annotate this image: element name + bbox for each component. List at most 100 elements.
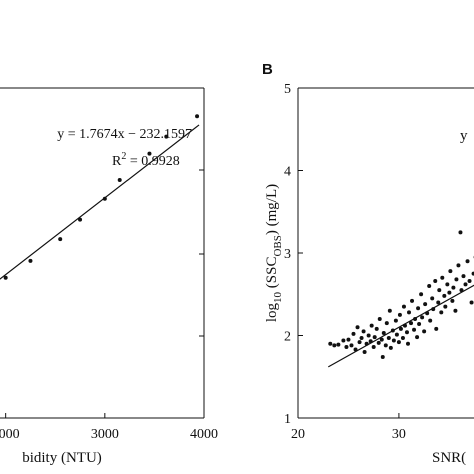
- panel-b-data-point: [417, 321, 422, 326]
- panel-a-x-tick-label: 4000: [190, 427, 218, 442]
- panel-a-data-point: [147, 151, 152, 156]
- panel-b-data-point: [332, 343, 337, 348]
- panel-b-data-point: [409, 321, 414, 326]
- panel-b-data-point: [336, 342, 341, 347]
- panel-b-data-point: [400, 335, 405, 340]
- panel-b-data-point: [328, 341, 333, 346]
- panel-b-y-ticks: 1 2 3 4 5: [284, 82, 303, 427]
- panel-b-data-point: [364, 341, 369, 346]
- panel-b-data-point: [374, 326, 379, 331]
- panel-b-data-point: [456, 263, 461, 268]
- panel-b-data-point: [471, 271, 474, 276]
- panel-b-data-point: [359, 335, 364, 340]
- panel-b-data-point: [445, 282, 450, 287]
- panel-b-data-point: [381, 331, 386, 336]
- panel-a-data-point: [117, 178, 122, 183]
- panel-b-y-tick-label: 5: [284, 82, 291, 97]
- panel-b-data-point: [420, 315, 425, 320]
- panel-b-data-point: [355, 325, 360, 330]
- panel-b-data-point: [371, 345, 376, 350]
- panel-b-fit-line: [327, 284, 474, 368]
- panel-b-data-point: [423, 302, 428, 307]
- panel-b-data-point: [386, 335, 391, 340]
- panel-b-data-point: [433, 279, 438, 284]
- panel-b-data-point: [422, 329, 427, 334]
- panel-b-data-point: [450, 298, 455, 303]
- panel-b-data-point: [401, 304, 406, 309]
- panel-b-data-point: [362, 350, 367, 354]
- panel-b-data-point: [443, 304, 448, 309]
- panel-b-x-label: SNR(: [432, 450, 466, 466]
- panel-b-data-point: [427, 284, 432, 288]
- panel-b-data-point: [447, 290, 452, 295]
- panel-b-data-point: [344, 345, 349, 350]
- panel-b-data-point: [453, 308, 458, 313]
- panel-b-data-point: [404, 330, 409, 335]
- panel-b-y-tick-label: 3: [284, 247, 291, 262]
- panel-b-data-point: [465, 259, 470, 264]
- panel-b-x-tick-label: 20: [291, 427, 305, 442]
- panel-b-data-point: [442, 293, 447, 298]
- panel-b-data-point: [454, 277, 459, 282]
- panel-b-data-point: [469, 300, 474, 305]
- panel-a-x-tick-label: 2000: [0, 427, 20, 442]
- panel-b-data-point: [346, 337, 351, 342]
- panel-b-points: [328, 230, 474, 359]
- panel-a-points: [3, 114, 200, 280]
- panel-b-data-point: [419, 292, 424, 297]
- panel-b-data-point: [451, 285, 456, 290]
- panel-b-data-point: [398, 326, 403, 331]
- panel-a-r2: R2 = 0.9928: [112, 151, 180, 169]
- panel-b-data-point: [437, 288, 442, 293]
- panel-b-annotation: y: [460, 128, 468, 144]
- panel-b-data-point: [376, 340, 381, 345]
- panel-a-x-ticks: 2000 3000 4000: [0, 413, 218, 442]
- panel-b-data-point: [368, 339, 373, 344]
- panel-b-data-point: [390, 328, 395, 333]
- panel-b-data-point: [430, 296, 435, 301]
- panel-b-data-point: [458, 230, 463, 235]
- panel-b-data-point: [439, 310, 444, 315]
- panel-b-data-point: [397, 312, 402, 317]
- panel-b-y-label: log10 (SSCOBS) (mg/L): [264, 184, 284, 322]
- panel-b-data-point: [431, 307, 436, 312]
- panel-b-data-point: [459, 288, 464, 293]
- panel-b-data-point: [407, 310, 411, 315]
- panel-b-y-tick-label: 1: [284, 412, 291, 427]
- panel-b-data-point: [349, 343, 354, 348]
- panel-b-data-point: [377, 317, 382, 321]
- panel-b-data-point: [369, 323, 374, 328]
- panel-a-data-point: [164, 134, 169, 139]
- panel-a-x-label: bidity (NTU): [22, 450, 102, 466]
- panel-b-data-point: [428, 318, 433, 323]
- panel-a-data-point: [195, 114, 200, 119]
- panel-a-data-point: [78, 217, 83, 222]
- panel-b-data-point: [379, 337, 384, 342]
- panel-b-data-point: [393, 318, 398, 323]
- panel-b-data-point: [394, 332, 399, 337]
- panel-b-data-point: [448, 269, 453, 274]
- panel-b-y-tick-label: 2: [284, 330, 291, 345]
- panel-b-data-point: [372, 335, 377, 340]
- panel-b-data-point: [387, 308, 392, 313]
- panel-b-data-point: [396, 340, 401, 345]
- panel-b-data-point: [383, 343, 388, 348]
- panel-b-data-point: [416, 306, 421, 311]
- panel-b-data-point: [415, 335, 420, 340]
- panel-a-equation: y = 1.7674x − 232.1597: [57, 127, 192, 142]
- panel-b-data-point: [440, 275, 445, 280]
- panel-a-fit-line: [0, 124, 200, 280]
- panel-a-x-tick-label: 3000: [91, 427, 119, 442]
- panel-a-data-point: [3, 275, 8, 280]
- panel-b-data-point: [351, 331, 356, 336]
- panel-b-data-point: [463, 282, 468, 287]
- panel-b-data-point: [425, 311, 430, 316]
- panel-a: 2000 3000 4000 y = 1.7674x − 232.1597 R2 =…: [0, 87, 218, 466]
- panel-b-data-point: [341, 338, 346, 343]
- panel-b-data-point: [391, 338, 396, 343]
- panel-b-data-point: [413, 317, 418, 321]
- panel-b-data-point: [366, 333, 371, 338]
- panel-b-data-point: [388, 345, 393, 350]
